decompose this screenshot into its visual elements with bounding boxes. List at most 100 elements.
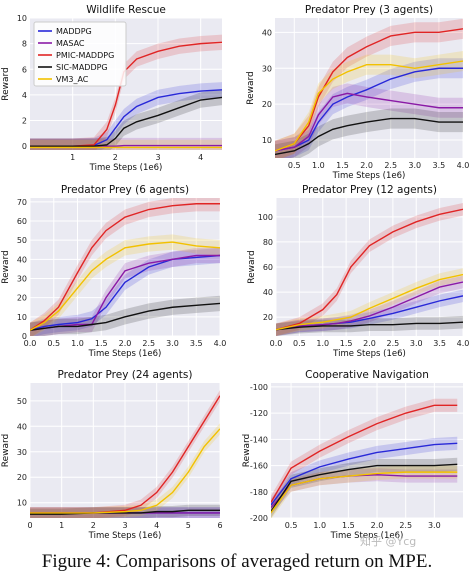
y-axis-label: Reward — [242, 434, 252, 468]
x-tick-label: 0 — [27, 521, 32, 530]
x-tick-label: 1.5 — [342, 521, 355, 530]
y-tick-label: 60 — [263, 263, 273, 272]
x-tick-label: 2.0 — [371, 521, 384, 530]
y-tick-label: 0 — [22, 142, 27, 151]
series-band-VM3_AC — [275, 51, 463, 158]
series-band-SIC-MADDPG — [271, 457, 458, 518]
y-tick-label: 30 — [17, 448, 27, 457]
legend-label-VM3_AC: VM3_AC — [56, 75, 89, 84]
y-tick-label: 2 — [22, 117, 27, 126]
series-line-MADDPG — [271, 442, 458, 506]
legend-label-MADDPG: MADDPG — [56, 27, 92, 36]
y-tick-label: 4 — [22, 91, 27, 100]
series-line-PMIC-MADDPG — [30, 203, 220, 331]
y-tick-label: -160 — [250, 462, 268, 471]
x-tick-label: 0.5 — [293, 339, 306, 348]
x-tick-label: 1 — [70, 153, 75, 162]
x-tick-label: 3.5 — [433, 161, 446, 170]
y-tick-label: 10 — [17, 313, 27, 322]
series-line-VM3_AC — [276, 273, 463, 331]
x-tick-label: 0.5 — [288, 161, 301, 170]
y-tick-label: 40 — [263, 288, 273, 297]
series-band-VM3_AC — [276, 268, 463, 336]
plot-area — [275, 18, 463, 158]
series-band-PMIC-MADDPG — [30, 390, 220, 518]
chart-panel-2: 0.0 0.5 1.0 1.5 2.0 2.5 3.0 3.5 4.0 0 10 20 30 40 50 60… — [1, 184, 226, 359]
x-axis-label: Time Steps (1e6) — [88, 531, 162, 541]
series-line-VM3_AC — [30, 241, 220, 331]
x-tick-label: 1.5 — [340, 339, 353, 348]
y-axis-label: Reward — [1, 434, 11, 468]
y-tick-label: 10 — [17, 14, 27, 23]
y-tick-label: 8 — [22, 40, 27, 49]
series-band-MASAC — [275, 83, 463, 158]
series-line-MASAC — [276, 281, 463, 331]
x-tick-label: 3.0 — [408, 161, 421, 170]
y-tick-label: 0 — [22, 332, 27, 341]
plot-area — [271, 398, 458, 518]
y-tick-label: 30 — [262, 64, 272, 73]
series-band-PMIC-MADDPG — [30, 34, 222, 150]
y-tick-label: -180 — [250, 488, 268, 497]
x-tick-label: 2.5 — [399, 521, 412, 530]
x-tick-label: 4 — [154, 521, 159, 530]
x-axis-label: Time Steps (1e6) — [332, 349, 406, 359]
y-tick-label: 30 — [17, 275, 27, 284]
y-axis-label: Reward — [1, 67, 11, 101]
y-tick-label: 40 — [17, 422, 27, 431]
x-axis-label: Time Steps (1e6) — [89, 163, 163, 173]
x-axis-label: Time Steps (1e6) — [330, 531, 404, 541]
x-tick-label: 5 — [186, 521, 191, 530]
y-tick-label: 50 — [17, 236, 27, 245]
series-band-PMIC-MADDPG — [271, 398, 458, 509]
chart-panel-3: 0.0 0.5 1.0 1.5 2.0 2.5 3.0 3.5 4.0 20 40 60 80 100 Pr… — [247, 184, 469, 359]
plot-area — [30, 198, 220, 336]
series-line-VM3_AC — [30, 428, 220, 514]
x-tick-label: 0.5 — [285, 521, 298, 530]
y-axis-label: Reward — [246, 71, 256, 105]
y-tick-label: 20 — [262, 100, 272, 109]
series-band-VM3_AC — [30, 423, 220, 518]
series-line-PMIC-MADDPG — [276, 208, 463, 331]
series-band-SIC-MADDPG — [30, 89, 222, 150]
y-tick-label: -100 — [250, 383, 268, 392]
chart-title: Predator Prey (6 agents) — [61, 184, 189, 196]
y-tick-label: 50 — [17, 397, 27, 406]
chart-panel-5: 0.5 1.0 1.5 2.0 2.5 3.0 -200 -180 -160 -140 -120 -1… — [242, 369, 463, 541]
figure-caption: Figure 4: Comparisons of averaged return… — [41, 551, 433, 572]
x-tick-label: 3.5 — [190, 339, 203, 348]
x-tick-label: 1.0 — [313, 521, 326, 530]
y-tick-label: 60 — [17, 217, 27, 226]
y-tick-label: 10 — [262, 136, 272, 145]
series-line-PMIC-MADDPG — [271, 404, 458, 503]
x-axis-label: Time Steps (1e6) — [88, 349, 162, 359]
series-band-MADDPG — [30, 82, 222, 150]
y-tick-label: 6 — [22, 65, 27, 74]
x-tick-label: 2.0 — [363, 339, 376, 348]
plot-area — [30, 390, 220, 518]
chart-title: Predator Prey (3 agents) — [305, 4, 433, 16]
x-tick-label: 3 — [122, 521, 127, 530]
y-tick-label: 100 — [258, 213, 273, 222]
x-tick-label: 2.0 — [119, 339, 132, 348]
x-tick-label: 0.0 — [270, 339, 283, 348]
x-tick-label: 3.0 — [428, 521, 441, 530]
watermark: 知乎 @Ycg — [360, 535, 417, 548]
y-tick-label: 40 — [262, 28, 272, 37]
y-tick-label: -140 — [250, 435, 268, 444]
x-tick-label: 4.0 — [457, 161, 470, 170]
series-line-VM3_AC — [275, 60, 463, 152]
chart-panel-0: 1 2 3 4 0 2 4 6 8 10 Wildlife Rescue Time Steps (1e… — [1, 4, 222, 173]
series-line-SIC-MADDPG — [275, 117, 463, 156]
chart-panel-4: 0 1 2 3 4 5 6 10 20 30 40 50 Predator Prey (24 agent… — [1, 369, 223, 541]
y-tick-label: 70 — [17, 198, 27, 207]
y-tick-label: -200 — [250, 514, 268, 523]
y-tick-label: 20 — [17, 294, 27, 303]
series-line-VM3_AC — [271, 471, 458, 514]
x-tick-label: 4.0 — [457, 339, 470, 348]
legend-box — [33, 21, 127, 87]
legend-label-SIC-MADDPG: SIC-MADDPG — [56, 63, 108, 72]
series-band-SIC-MADDPG — [276, 315, 463, 336]
series-line-SIC-MADDPG — [30, 302, 220, 331]
